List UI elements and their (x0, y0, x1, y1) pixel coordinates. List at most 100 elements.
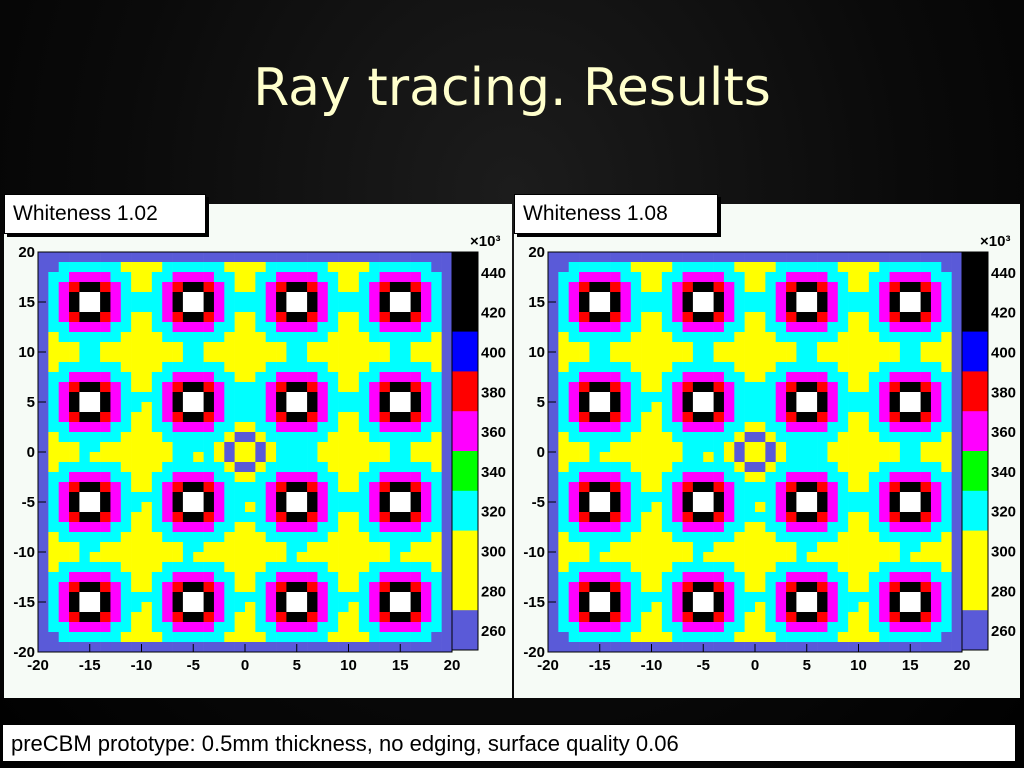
heatmap-cell (568, 512, 580, 523)
heatmap-cell (941, 272, 952, 283)
heatmap-cell (286, 322, 298, 333)
heatmap-cell (568, 402, 580, 413)
heatmap-cell (234, 582, 246, 593)
heatmap-cell (858, 582, 870, 593)
heatmap-cell (389, 502, 401, 513)
heatmap-cell (48, 572, 59, 583)
color-bar-band (962, 411, 988, 452)
heatmap-cell (548, 552, 559, 563)
heatmap-cell (599, 412, 611, 423)
heatmap-cell (213, 332, 225, 343)
heatmap-cell (379, 542, 391, 553)
heatmap-cell (307, 412, 318, 423)
heatmap-cell (568, 582, 580, 593)
heatmap-cell (441, 312, 453, 323)
heatmap-cell (58, 552, 70, 563)
heatmap-cell (69, 302, 80, 313)
heatmap-cell (100, 482, 111, 493)
heatmap-cell (100, 462, 111, 473)
heatmap-cell (69, 562, 80, 573)
heatmap-cell (203, 592, 215, 603)
heatmap-cell (100, 522, 111, 533)
heatmap-cell (193, 552, 204, 563)
heatmap-cell (420, 332, 432, 343)
heatmap-cell (786, 552, 797, 563)
heatmap-cell (317, 382, 329, 393)
heatmap-cell (620, 532, 632, 543)
heatmap-cell (744, 562, 756, 573)
heatmap-cell (796, 262, 808, 273)
heatmap-cell (610, 302, 621, 313)
heatmap-cell (558, 522, 569, 533)
heatmap-cell (827, 602, 839, 613)
heatmap-cell (630, 452, 642, 463)
heatmap-cell (120, 502, 132, 513)
heatmap-cell (951, 372, 963, 383)
heatmap-cell (899, 552, 911, 563)
heatmap-cell (296, 522, 308, 533)
heatmap-cell (48, 312, 59, 323)
heatmap-cell (889, 562, 901, 573)
heatmap-cell (379, 262, 391, 273)
heatmap-cell (651, 282, 663, 293)
heatmap-cell (879, 272, 890, 283)
heatmap-cell (234, 432, 246, 443)
heatmap-cell (276, 322, 287, 333)
heatmap-cell (641, 472, 652, 483)
heatmap-cell (899, 622, 911, 633)
heatmap-cell (661, 622, 673, 633)
heatmap-cell (817, 512, 828, 523)
heatmap-cell (848, 512, 859, 523)
heatmap-cell (661, 372, 673, 383)
heatmap-cell (79, 352, 91, 363)
heatmap-cell (899, 452, 911, 463)
heatmap-cell (910, 512, 921, 523)
heatmap-cell (879, 312, 890, 323)
heatmap-cell (579, 642, 590, 653)
heatmap-cell (38, 552, 49, 563)
heatmap-cell (389, 362, 401, 373)
heatmap-cell (38, 302, 49, 313)
heatmap-cell (141, 472, 153, 483)
heatmap-cell (172, 562, 184, 573)
heatmap-cell (296, 612, 308, 623)
heatmap-cell (213, 392, 225, 403)
heatmap-cell (930, 562, 942, 573)
heatmap-cell (837, 492, 849, 503)
heatmap-cell (827, 532, 839, 543)
heatmap-cell (410, 332, 422, 343)
heatmap-cell (651, 392, 663, 403)
heatmap-cell (558, 322, 569, 333)
heatmap-cell (369, 292, 380, 303)
heatmap-cell (203, 282, 215, 293)
heatmap-cell (744, 502, 756, 513)
heatmap-cell (369, 322, 380, 333)
heatmap-cell (837, 502, 849, 513)
heatmap-cell (358, 522, 370, 533)
heatmap-cell (692, 642, 704, 653)
heatmap-cell (89, 582, 101, 593)
heatmap-cell (765, 552, 776, 563)
color-bar-band (962, 291, 988, 333)
heatmap-cell (38, 442, 49, 453)
heatmap-cell (848, 552, 859, 563)
heatmap-cell (338, 622, 349, 633)
x-tick-label: 0 (241, 657, 249, 674)
heatmap-cell (369, 532, 380, 543)
heatmap-cell (441, 542, 453, 553)
heatmap-cell (307, 632, 318, 643)
heatmap-cell (131, 532, 142, 543)
heatmap-cell (827, 272, 839, 283)
heatmap-cell (879, 552, 890, 563)
heatmap-cell (796, 552, 808, 563)
heatmap-cell (348, 412, 360, 423)
heatmap-cell (400, 622, 411, 633)
heatmap-cell (441, 502, 453, 513)
heatmap-cell (89, 452, 101, 463)
heatmap-cell (327, 282, 339, 293)
heatmap-cell (723, 402, 735, 413)
heatmap-cell (941, 472, 952, 483)
heatmap-cell (610, 512, 621, 523)
heatmap-cell (920, 392, 932, 403)
heatmap-cell (38, 642, 49, 653)
